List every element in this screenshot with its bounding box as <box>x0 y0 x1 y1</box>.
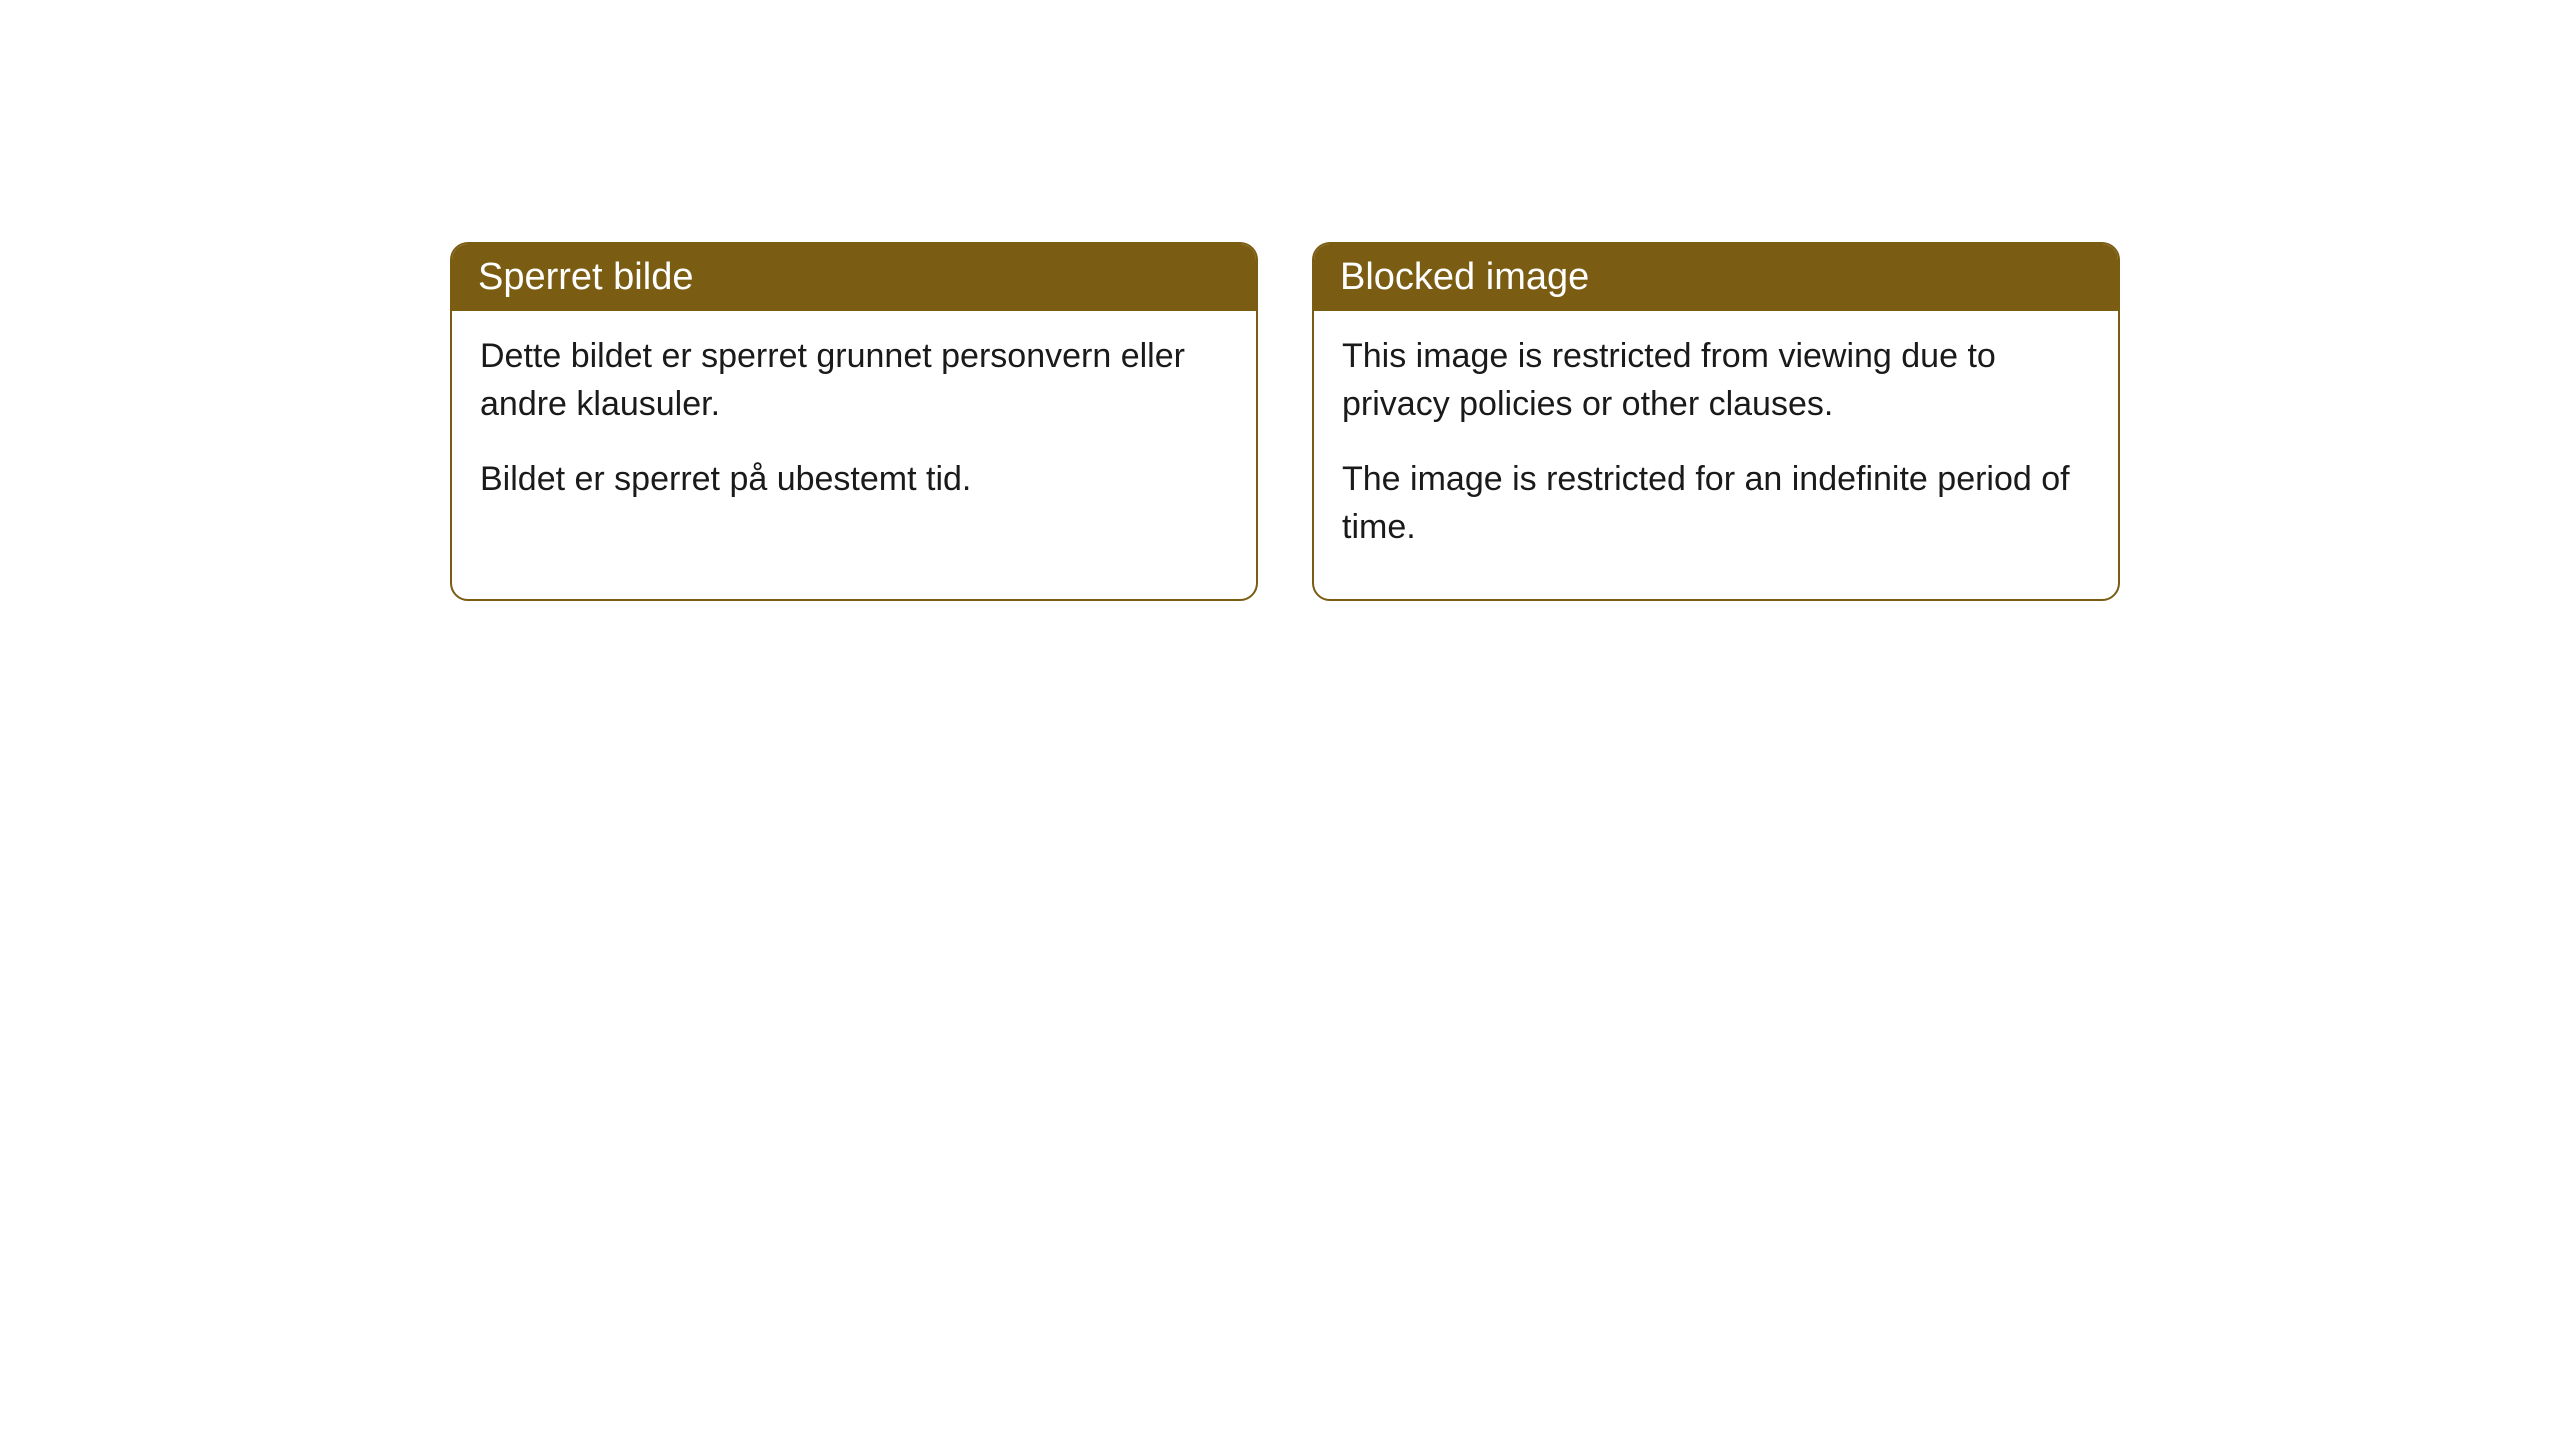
notice-cards-container: Sperret bilde Dette bildet er sperret gr… <box>450 242 2120 601</box>
notice-body-english: This image is restricted from viewing du… <box>1314 311 2118 599</box>
notice-para1-english: This image is restricted from viewing du… <box>1342 333 2090 428</box>
notice-header-english: Blocked image <box>1314 244 2118 311</box>
notice-para1-norwegian: Dette bildet er sperret grunnet personve… <box>480 333 1228 428</box>
notice-para2-norwegian: Bildet er sperret på ubestemt tid. <box>480 456 1228 504</box>
notice-body-norwegian: Dette bildet er sperret grunnet personve… <box>452 311 1256 552</box>
notice-card-norwegian: Sperret bilde Dette bildet er sperret gr… <box>450 242 1258 601</box>
notice-header-norwegian: Sperret bilde <box>452 244 1256 311</box>
notice-para2-english: The image is restricted for an indefinit… <box>1342 456 2090 551</box>
notice-card-english: Blocked image This image is restricted f… <box>1312 242 2120 601</box>
